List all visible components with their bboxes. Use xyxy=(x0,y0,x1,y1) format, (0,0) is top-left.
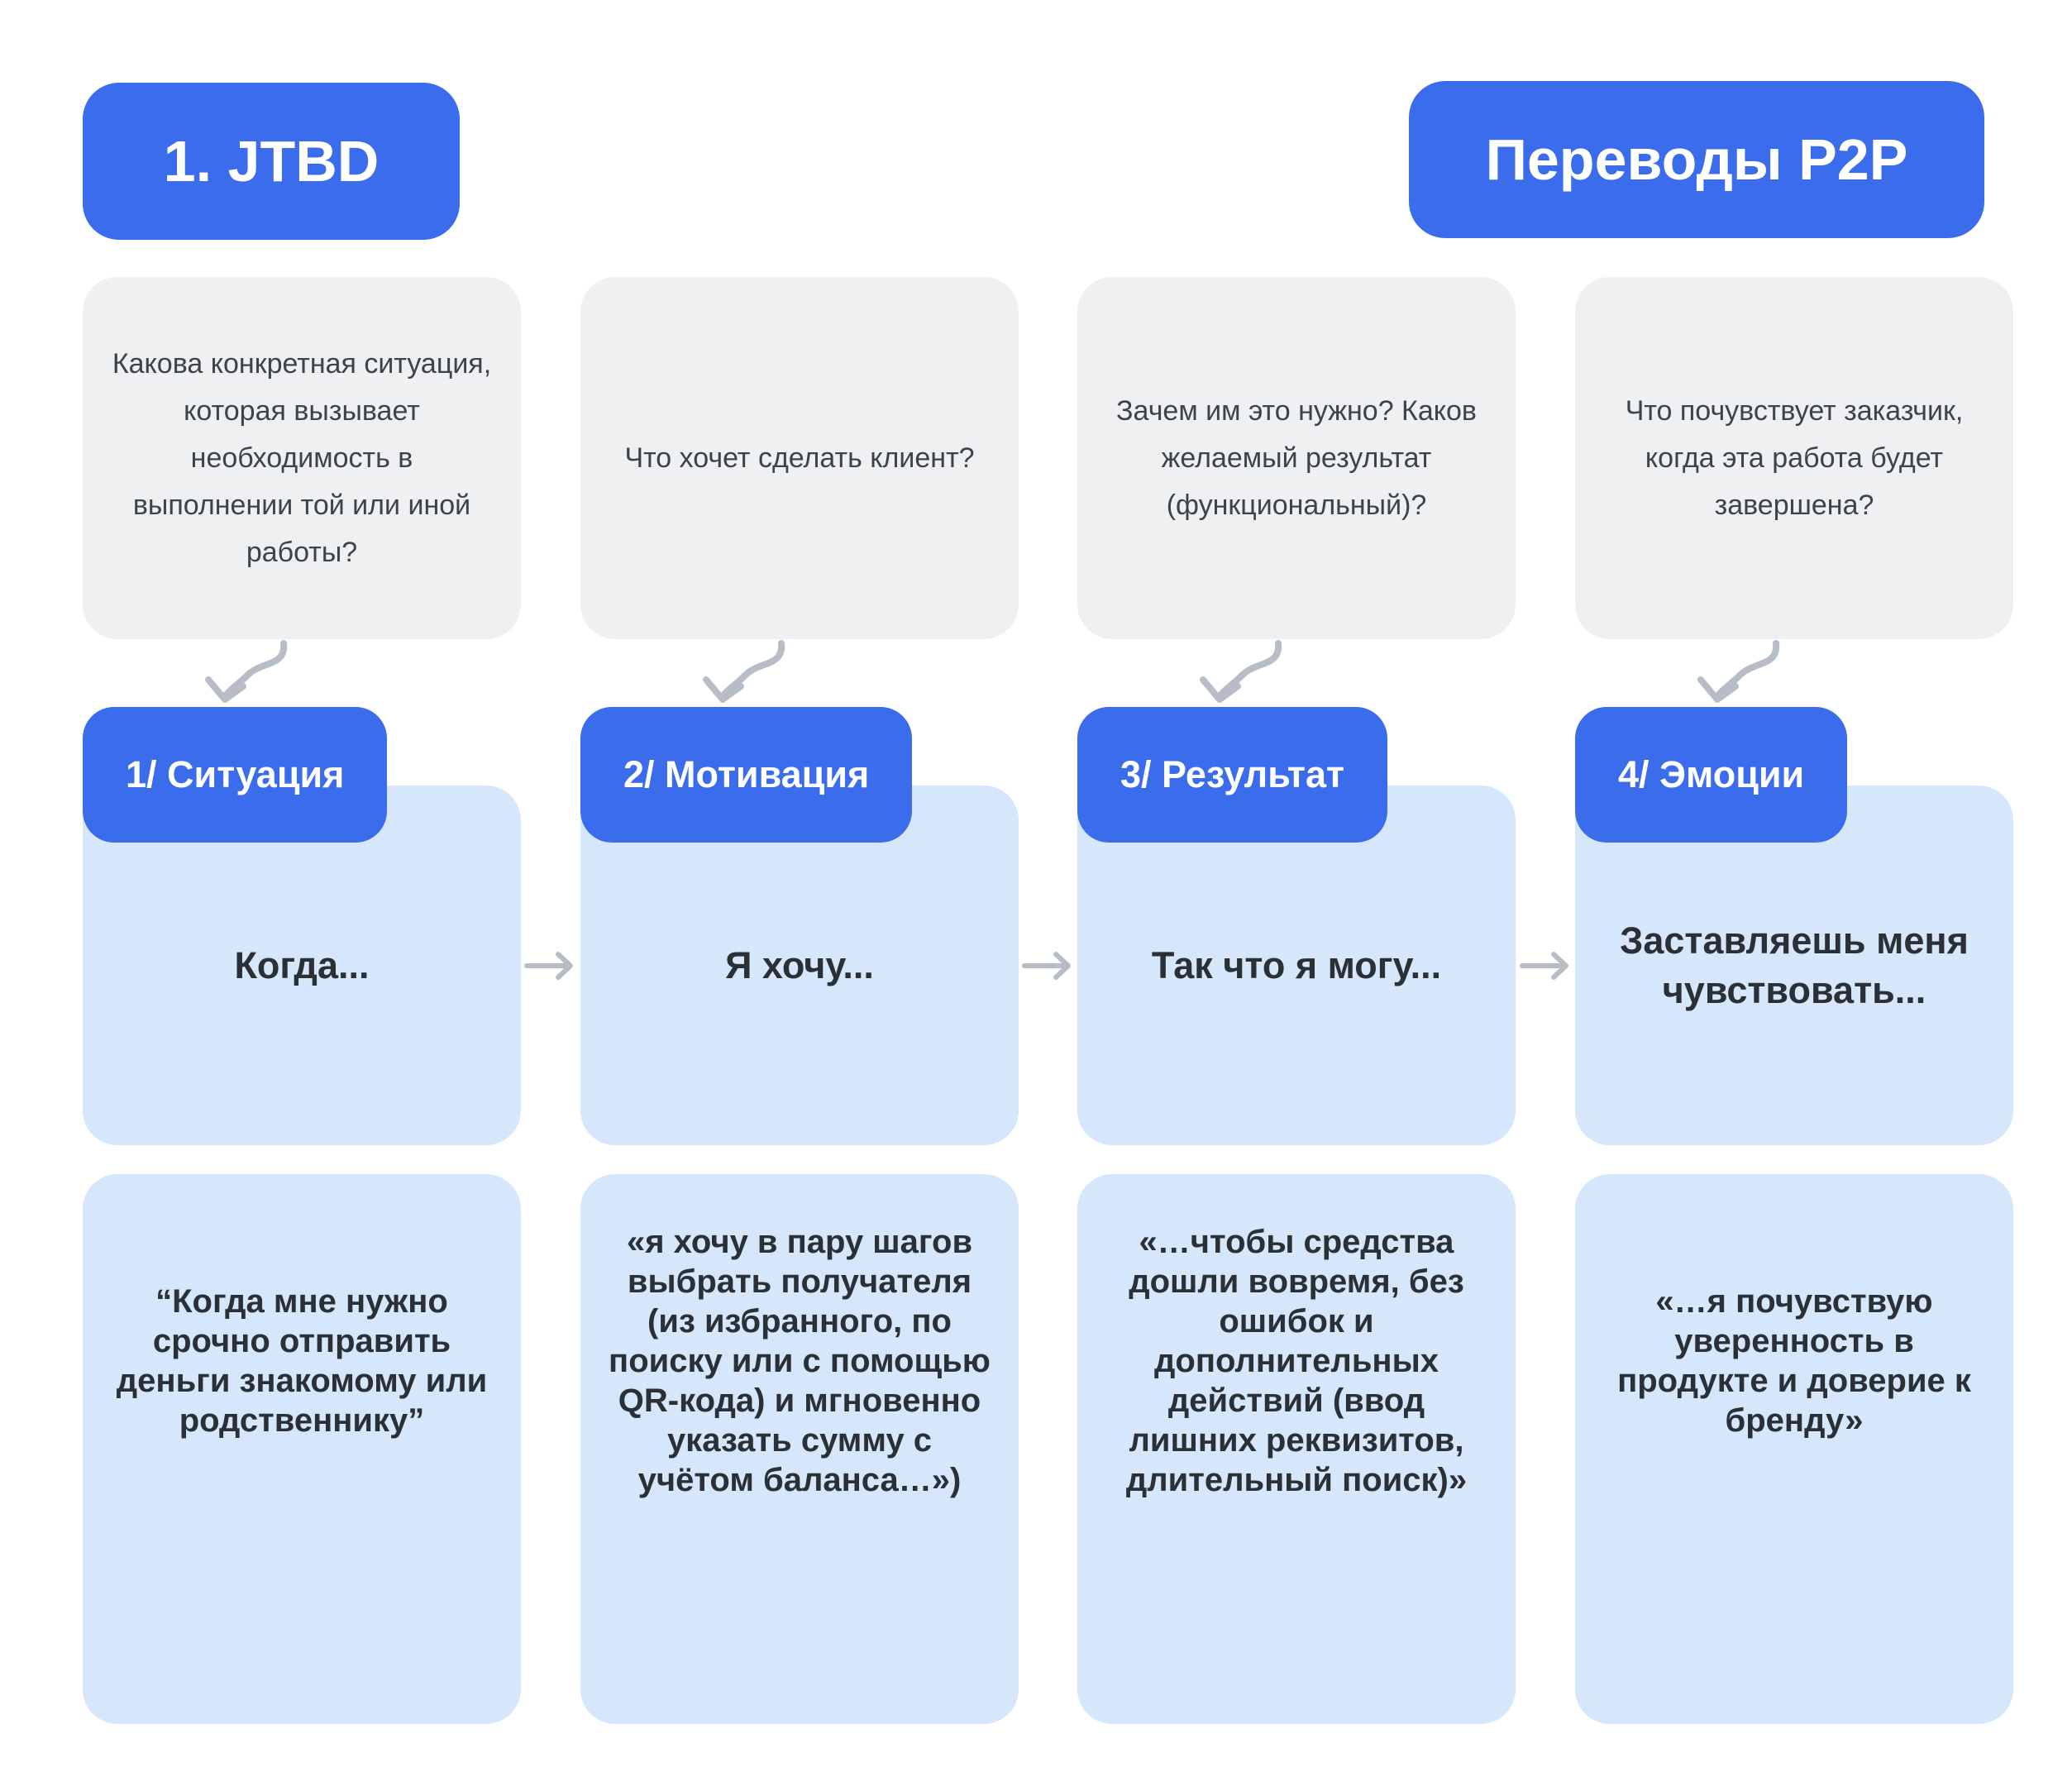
question-card: Что хочет сделать клиент? xyxy=(580,277,1019,639)
curved-down-arrow-icon xyxy=(205,640,288,703)
question-text: Зачем им это нужно? Каков желаемый резул… xyxy=(1116,394,1477,521)
jtbd-title-label: 1. JTBD xyxy=(163,129,380,193)
statement-card: Заставляешь меня чувствовать... xyxy=(1575,786,2013,1145)
question-text: Что хочет сделать клиент? xyxy=(624,442,975,474)
question-text: Какова конкретная ситуация, которая вызы… xyxy=(112,347,492,568)
step-label-emotions: 4/ Эмоции xyxy=(1575,707,1848,843)
column-situation: Какова конкретная ситуация, которая вызы… xyxy=(83,0,521,1786)
statement-text: Так что я могу... xyxy=(1151,943,1442,986)
quote-text: “Когда мне нужно срочно отправить деньги… xyxy=(116,1282,488,1439)
curved-down-arrow-icon xyxy=(703,640,785,703)
step-label-text: 4/ Эмоции xyxy=(1618,753,1805,795)
question-text: Что почувствует заказчик, когда эта рабо… xyxy=(1625,394,1964,521)
column-result: Зачем им это нужно? Каков желаемый резул… xyxy=(1077,0,1516,1786)
product-title-badge: Переводы P2P xyxy=(1409,81,1984,238)
right-arrow-icon xyxy=(1022,952,1071,980)
right-arrow-icon xyxy=(1520,952,1568,980)
quote-text: «…чтобы средства дошли вовремя, без ошиб… xyxy=(1125,1223,1468,1498)
step-label-text: 2/ Мотивация xyxy=(623,753,870,795)
quote-card: “Когда мне нужно срочно отправить деньги… xyxy=(83,1174,521,1724)
quote-text: «…я почувствую уверенность в продукте и … xyxy=(1617,1282,1971,1439)
curved-down-arrow-icon xyxy=(1200,640,1282,703)
quote-card: «…я почувствую уверенность в продукте и … xyxy=(1575,1174,2013,1724)
question-card: Зачем им это нужно? Каков желаемый резул… xyxy=(1077,277,1516,639)
quote-card: «…чтобы средства дошли вовремя, без ошиб… xyxy=(1077,1174,1516,1724)
step-label-motivation: 2/ Мотивация xyxy=(580,707,913,843)
right-arrow-icon xyxy=(524,952,573,980)
quote-text: «я хочу в пару шагов выбрать получателя … xyxy=(609,1223,991,1498)
product-title-label: Переводы P2P xyxy=(1485,127,1908,192)
step-label-situation: 1/ Ситуация xyxy=(83,707,388,843)
step-label-result: 3/ Результат xyxy=(1077,707,1388,843)
statement-card: Я хочу... xyxy=(580,786,1019,1145)
jtbd-title-badge: 1. JTBD xyxy=(83,83,460,240)
statement-card: Когда... xyxy=(83,786,521,1145)
column-emotions: Что почувствует заказчик, когда эта рабо… xyxy=(1575,0,2013,1786)
statement-card: Так что я могу... xyxy=(1077,786,1516,1145)
question-card: Какова конкретная ситуация, которая вызы… xyxy=(83,277,521,639)
statement-text: Заставляешь меня чувствовать... xyxy=(1620,919,1969,1011)
statement-text: Я хочу... xyxy=(725,943,874,986)
question-card: Что почувствует заказчик, когда эта рабо… xyxy=(1575,277,2013,639)
step-label-text: 3/ Результат xyxy=(1120,753,1345,795)
column-motivation: Что хочет сделать клиент? 2/ Мотивация Я… xyxy=(580,0,1019,1786)
step-label-text: 1/ Ситуация xyxy=(126,753,345,795)
statement-text: Когда... xyxy=(234,943,370,986)
curved-down-arrow-icon xyxy=(1697,640,1780,703)
quote-card: «я хочу в пару шагов выбрать получателя … xyxy=(580,1174,1019,1724)
